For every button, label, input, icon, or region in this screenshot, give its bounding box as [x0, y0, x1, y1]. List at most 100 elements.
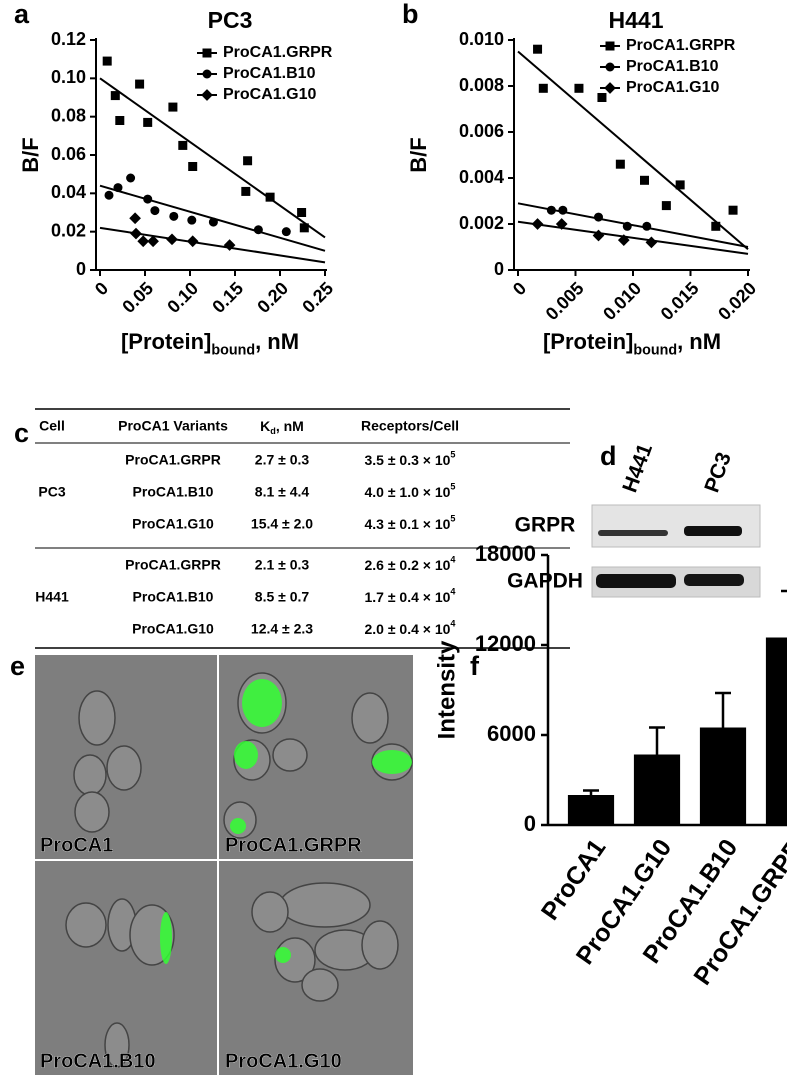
bar: [633, 754, 681, 825]
table-cell: 2.7 ± 0.3: [255, 452, 310, 468]
chart-title: H441: [609, 7, 664, 33]
legend-label: ProCA1.GRPR: [626, 37, 736, 54]
table-cell: 15.4 ± 2.0: [251, 516, 313, 532]
x-axis-label: [Protein]bound, nM: [121, 329, 299, 359]
x-tick-label: 0: [91, 278, 112, 299]
text-part: 1.7 ± 0.4 × 10: [365, 589, 451, 605]
bar: [567, 795, 615, 825]
marker: [241, 186, 251, 196]
marker: [208, 217, 218, 227]
marker: [104, 190, 114, 200]
table-header: Cell: [39, 418, 65, 434]
marker: [605, 62, 615, 72]
y-tick-label: 0.02: [51, 220, 86, 240]
sample-count: 9: [585, 797, 597, 822]
marker: [137, 235, 150, 248]
panel-label: b: [402, 0, 419, 29]
blot-column-label: H441: [618, 440, 657, 495]
table-cell: ProCA1.G10: [132, 516, 214, 532]
y-tick-label: 6000: [487, 721, 536, 746]
marker: [126, 173, 136, 183]
micrograph-label: ProCA1.B10: [40, 1050, 156, 1072]
table-header: Receptors/Cell: [361, 418, 459, 434]
marker: [178, 140, 188, 150]
micrograph-label: ProCA1.GRPR: [225, 834, 362, 856]
marker: [102, 56, 112, 66]
blot-band: [598, 530, 668, 536]
marker: [147, 235, 159, 248]
y-tick-label: 0.04: [51, 182, 86, 202]
table-cell: 2.6 ± 0.2 × 104: [365, 555, 457, 573]
marker: [201, 89, 213, 101]
y-tick-label: 0.06: [51, 144, 86, 164]
text-part: 5: [450, 514, 455, 524]
marker: [594, 212, 603, 222]
marker: [592, 229, 605, 242]
table-cell: ProCA1.GRPR: [125, 452, 221, 468]
x-tick-label: 0.020: [714, 278, 760, 324]
sample-count: 28: [645, 758, 669, 783]
marker: [297, 208, 307, 217]
marker: [531, 218, 544, 230]
text-part: , nM: [276, 418, 304, 434]
blot-row-label: GRPR: [515, 514, 576, 537]
y-tick-label: 0.002: [459, 213, 504, 233]
y-tick-label: 0.008: [459, 75, 504, 95]
marker: [202, 48, 212, 58]
marker: [299, 223, 309, 233]
marker: [604, 82, 616, 94]
text-part: 3.5 ± 0.3 × 10: [365, 452, 451, 468]
table-cell: ProCA1.B10: [133, 589, 214, 605]
fit-line: [99, 77, 326, 239]
blot: [591, 504, 761, 598]
marker: [150, 206, 160, 216]
y-tick-label: 0.08: [51, 105, 86, 125]
y-tick-label: 0.010: [459, 29, 504, 49]
y-tick-label: 0: [524, 811, 536, 836]
text-part: 5: [450, 482, 455, 492]
marker: [728, 205, 738, 215]
marker: [253, 225, 263, 235]
x-tick-label: 0.15: [208, 278, 247, 317]
y-tick-label: 0.004: [459, 167, 504, 187]
marker: [281, 227, 291, 237]
marker: [533, 44, 543, 54]
table-cell: 4.3 ± 0.1 × 105: [365, 514, 456, 532]
legend-label: ProCA1.G10: [626, 79, 719, 96]
blot-band: [684, 526, 742, 536]
sample-count: 34: [711, 731, 736, 756]
error-bar: [715, 691, 731, 728]
marker: [622, 221, 632, 231]
micrograph-label: ProCA1.G10: [225, 1050, 342, 1072]
micrographs: [35, 655, 413, 1075]
text-part: d: [270, 426, 276, 436]
blot-column-label: PC3: [700, 449, 736, 495]
x-tick-label: 0.20: [253, 278, 292, 317]
marker: [597, 93, 607, 102]
fit-line: [517, 50, 749, 251]
x-tick-label: 0.005: [542, 278, 588, 324]
marker: [605, 41, 615, 51]
text-part: [Protein]: [121, 329, 211, 354]
panel-label: e: [10, 651, 25, 681]
text-part: 4: [450, 587, 456, 597]
error-bar: [781, 589, 787, 593]
panel-label: c: [14, 418, 29, 448]
y-axis-label: B/F: [18, 137, 43, 172]
text-part: 2.0 ± 0.4 × 10: [365, 621, 451, 637]
marker: [115, 116, 125, 125]
marker: [555, 218, 568, 230]
marker: [574, 83, 584, 93]
bar: [765, 637, 787, 825]
legend-label: ProCA1.B10: [223, 65, 316, 82]
text-part: 4.0 ± 1.0 × 10: [365, 484, 451, 500]
marker: [615, 159, 625, 169]
marker: [642, 221, 652, 231]
fit-line: [517, 220, 749, 255]
marker: [187, 215, 197, 225]
text-part: bound: [633, 342, 677, 358]
marker: [186, 235, 199, 248]
bar: [699, 727, 747, 825]
marker: [223, 239, 236, 251]
